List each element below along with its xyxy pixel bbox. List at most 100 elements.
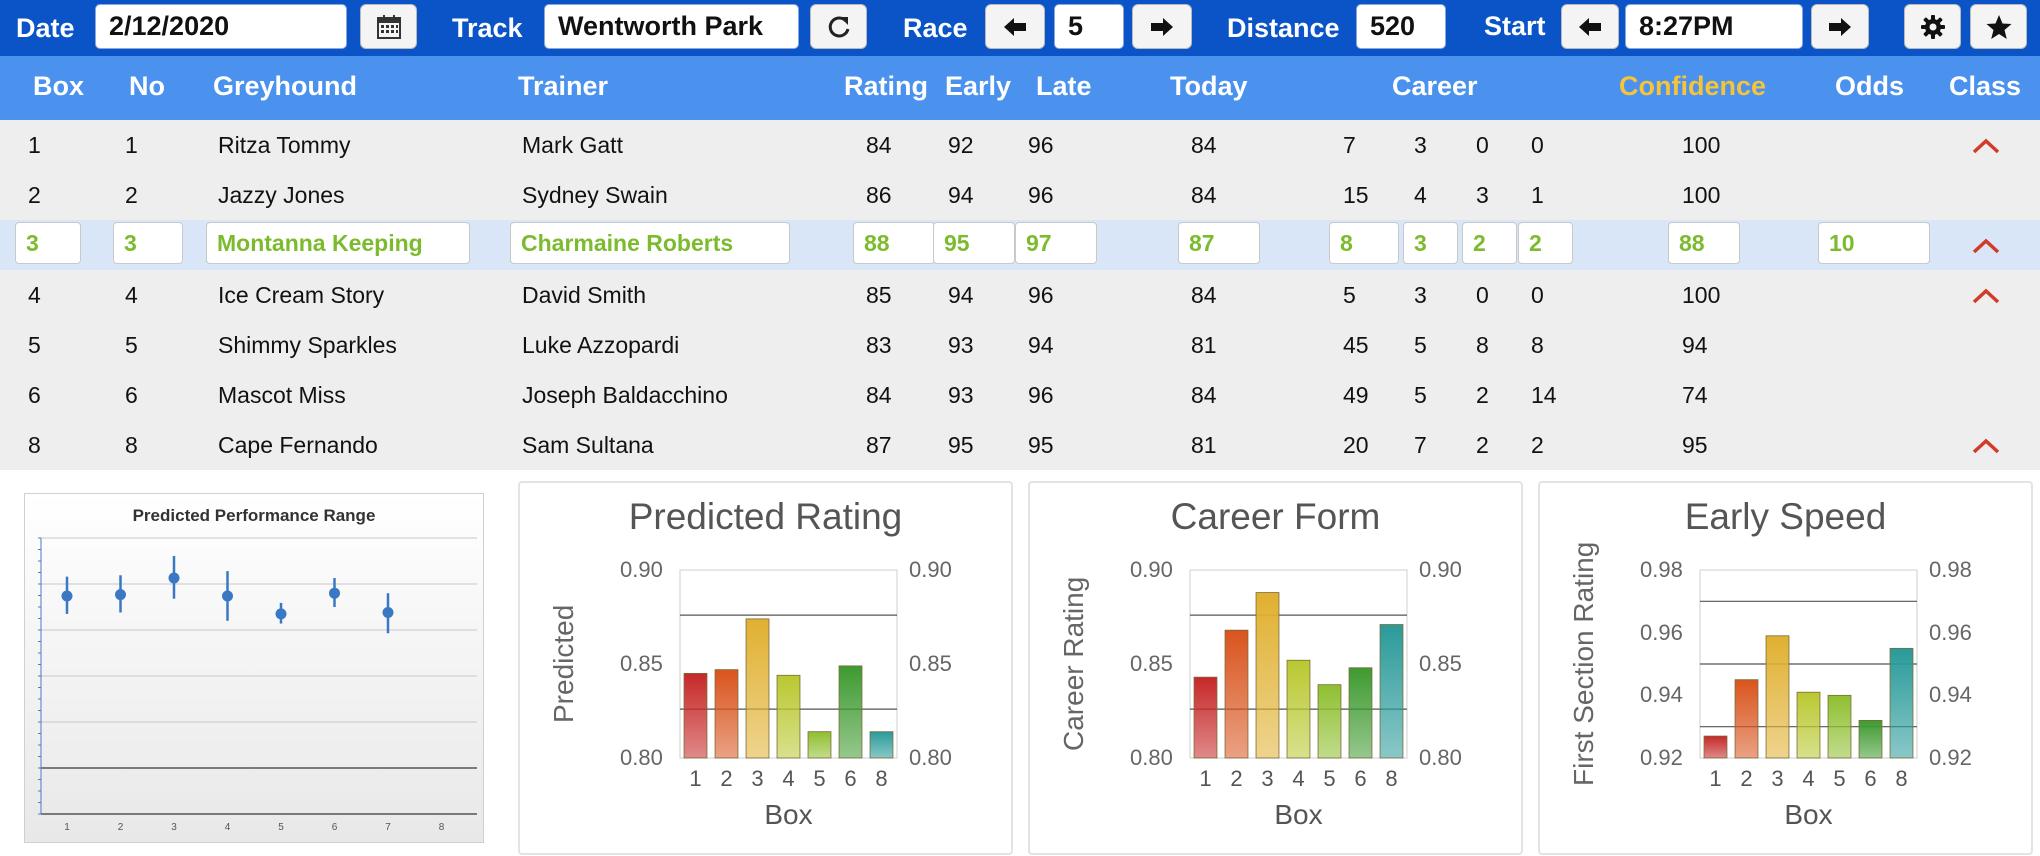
table-row[interactable]: 8 8 Cape Fernando Sam Sultana 87 95 95 81 20 7 2 2 9… — [0, 420, 2040, 470]
chart-title: Early Speed — [1684, 496, 1887, 537]
cell-greyhound[interactable]: Montanna Keeping — [206, 222, 470, 264]
cell-odds[interactable]: 10 — [1818, 222, 1930, 264]
x-tick-label: 8 — [439, 822, 445, 833]
data-point — [168, 572, 180, 584]
cell-confidence: 100 — [1682, 282, 1721, 308]
career-form-chart: Career Form 1 2 3 4 5 6 8 0.80 0.80 0.85 0.85 0.90 0.… — [1028, 481, 1523, 855]
table-row[interactable]: 6 6 Mascot Miss Joseph Baldacchino 84 93 96 84 4… — [0, 370, 2040, 420]
y-tick-label-right: 0.80 — [909, 745, 952, 770]
table-row[interactable]: 2 2 Jazzy Jones Sydney Swain 86 94 96 84 15 4 3 1 10… — [0, 170, 2040, 220]
settings-button[interactable] — [1904, 4, 1961, 49]
y-axis-label: Predicted — [548, 604, 579, 723]
table-row[interactable]: 4 4 Ice Cream Story David Smith 85 94 96 84 5 3 0 0… — [0, 270, 2040, 320]
calendar-button[interactable] — [360, 4, 417, 49]
y-tick-label-right: 0.90 — [1419, 557, 1462, 582]
bar — [1317, 684, 1342, 759]
bar-plot — [1699, 569, 1918, 759]
table-row[interactable]: 5 5 Shimmy Sparkles Luke Azzopardi 83 93 94 81 4… — [0, 320, 2040, 370]
bar-plot — [679, 569, 898, 759]
date-label: Date — [16, 13, 75, 43]
x-tick-label: 8 — [875, 766, 888, 791]
distance-input[interactable]: 520 — [1356, 4, 1446, 49]
cell-rating: 87 — [866, 432, 892, 458]
chart-title: Predicted Rating — [628, 496, 903, 537]
y-tick-label-left: 0.96 — [1640, 619, 1683, 645]
col-trainer[interactable]: Trainer — [518, 71, 609, 101]
start-label: Start — [1484, 11, 1546, 41]
favorite-button[interactable] — [1970, 4, 2027, 49]
cell-c4[interactable]: 2 — [1518, 222, 1573, 264]
col-odds[interactable]: Odds — [1835, 71, 1905, 101]
x-tick-label: 1 — [1709, 766, 1722, 791]
col-late[interactable]: Late — [1036, 71, 1092, 101]
cell-late: 96 — [1028, 382, 1054, 408]
cell-c1: 20 — [1343, 432, 1369, 458]
col-box[interactable]: Box — [33, 71, 85, 101]
bar — [1255, 592, 1280, 759]
start-next-button[interactable] — [1811, 4, 1869, 49]
cell-c2[interactable]: 3 — [1403, 222, 1458, 264]
cell-early[interactable]: 95 — [933, 222, 1015, 264]
cell-confidence[interactable]: 88 — [1668, 222, 1740, 264]
cell-box[interactable]: 3 — [15, 222, 81, 264]
cell-early: 92 — [948, 132, 974, 158]
x-tick-label: 6 — [332, 822, 338, 833]
cell-c1: 5 — [1343, 282, 1356, 308]
col-class[interactable]: Class — [1949, 71, 2022, 101]
start-prev-button[interactable] — [1561, 4, 1619, 49]
distance-label: Distance — [1227, 13, 1340, 43]
track-input[interactable]: Wentworth Park — [544, 4, 799, 49]
cell-c3: 3 — [1476, 182, 1489, 208]
col-confidence[interactable]: Confidence — [1619, 71, 1767, 101]
col-early[interactable]: Early — [945, 71, 1012, 101]
race-next-button[interactable] — [1132, 4, 1192, 49]
col-career[interactable]: Career — [1392, 71, 1478, 101]
x-tick-label: 4 — [1802, 766, 1815, 791]
start-time-input[interactable]: 8:27PM — [1625, 4, 1803, 49]
refresh-button[interactable] — [810, 4, 867, 49]
cell-rating: 86 — [866, 182, 892, 208]
cell-no: 1 — [125, 132, 138, 158]
cell-c3: 0 — [1476, 282, 1489, 308]
data-point — [382, 607, 394, 619]
cell-c2: 5 — [1414, 332, 1427, 358]
y-tick-label-left: 0.98 — [1640, 557, 1683, 582]
race-prev-button[interactable] — [985, 4, 1045, 49]
cell-no[interactable]: 3 — [113, 222, 183, 264]
col-no[interactable]: No — [129, 71, 165, 101]
table-row[interactable]: 1 1 Ritza Tommy Mark Gatt 84 92 96 84 7 3 0 0 100 — [0, 120, 2040, 170]
table-row[interactable]: 3 3 Montanna Keeping Charmaine Roberts 88 95 9… — [0, 220, 2040, 270]
col-greyhound[interactable]: Greyhound — [213, 71, 358, 101]
bar — [1286, 659, 1311, 759]
cell-greyhound: Cape Fernando — [218, 432, 378, 458]
cell-rating[interactable]: 88 — [853, 222, 935, 264]
cell-greyhound: Ritza Tommy — [218, 132, 351, 158]
chevron-up-icon — [1972, 288, 2000, 304]
cell-c1: 15 — [1343, 182, 1369, 208]
cell-trainer: Sydney Swain — [522, 182, 668, 208]
x-tick-label: 1 — [689, 766, 702, 791]
bar — [1193, 676, 1218, 759]
bar — [869, 731, 894, 759]
race-number-input[interactable]: 5 — [1054, 4, 1124, 49]
early-speed-chart: Early Speed 1 2 3 4 5 6 8 0.92 0.92 0.94 0.94 0.96 0.… — [1538, 481, 2033, 855]
date-input[interactable]: 2/12/2020 — [95, 4, 347, 49]
cell-c3[interactable]: 2 — [1462, 222, 1517, 264]
col-today[interactable]: Today — [1170, 71, 1248, 101]
gear-icon — [1920, 14, 1945, 39]
cell-greyhound: Shimmy Sparkles — [218, 332, 397, 358]
cell-today[interactable]: 87 — [1178, 222, 1260, 264]
x-tick-label: 5 — [278, 822, 284, 833]
cell-box: 1 — [28, 132, 41, 158]
x-tick-label: 3 — [171, 822, 177, 833]
cell-late[interactable]: 97 — [1015, 222, 1097, 264]
bar — [745, 618, 770, 759]
race-label: Race — [903, 13, 968, 43]
cell-c4: 8 — [1531, 332, 1544, 358]
cell-late: 96 — [1028, 182, 1054, 208]
cell-c1[interactable]: 8 — [1329, 222, 1399, 264]
arrow-right-icon — [1829, 17, 1851, 36]
cell-trainer[interactable]: Charmaine Roberts — [510, 222, 790, 264]
col-rating[interactable]: Rating — [844, 71, 928, 101]
